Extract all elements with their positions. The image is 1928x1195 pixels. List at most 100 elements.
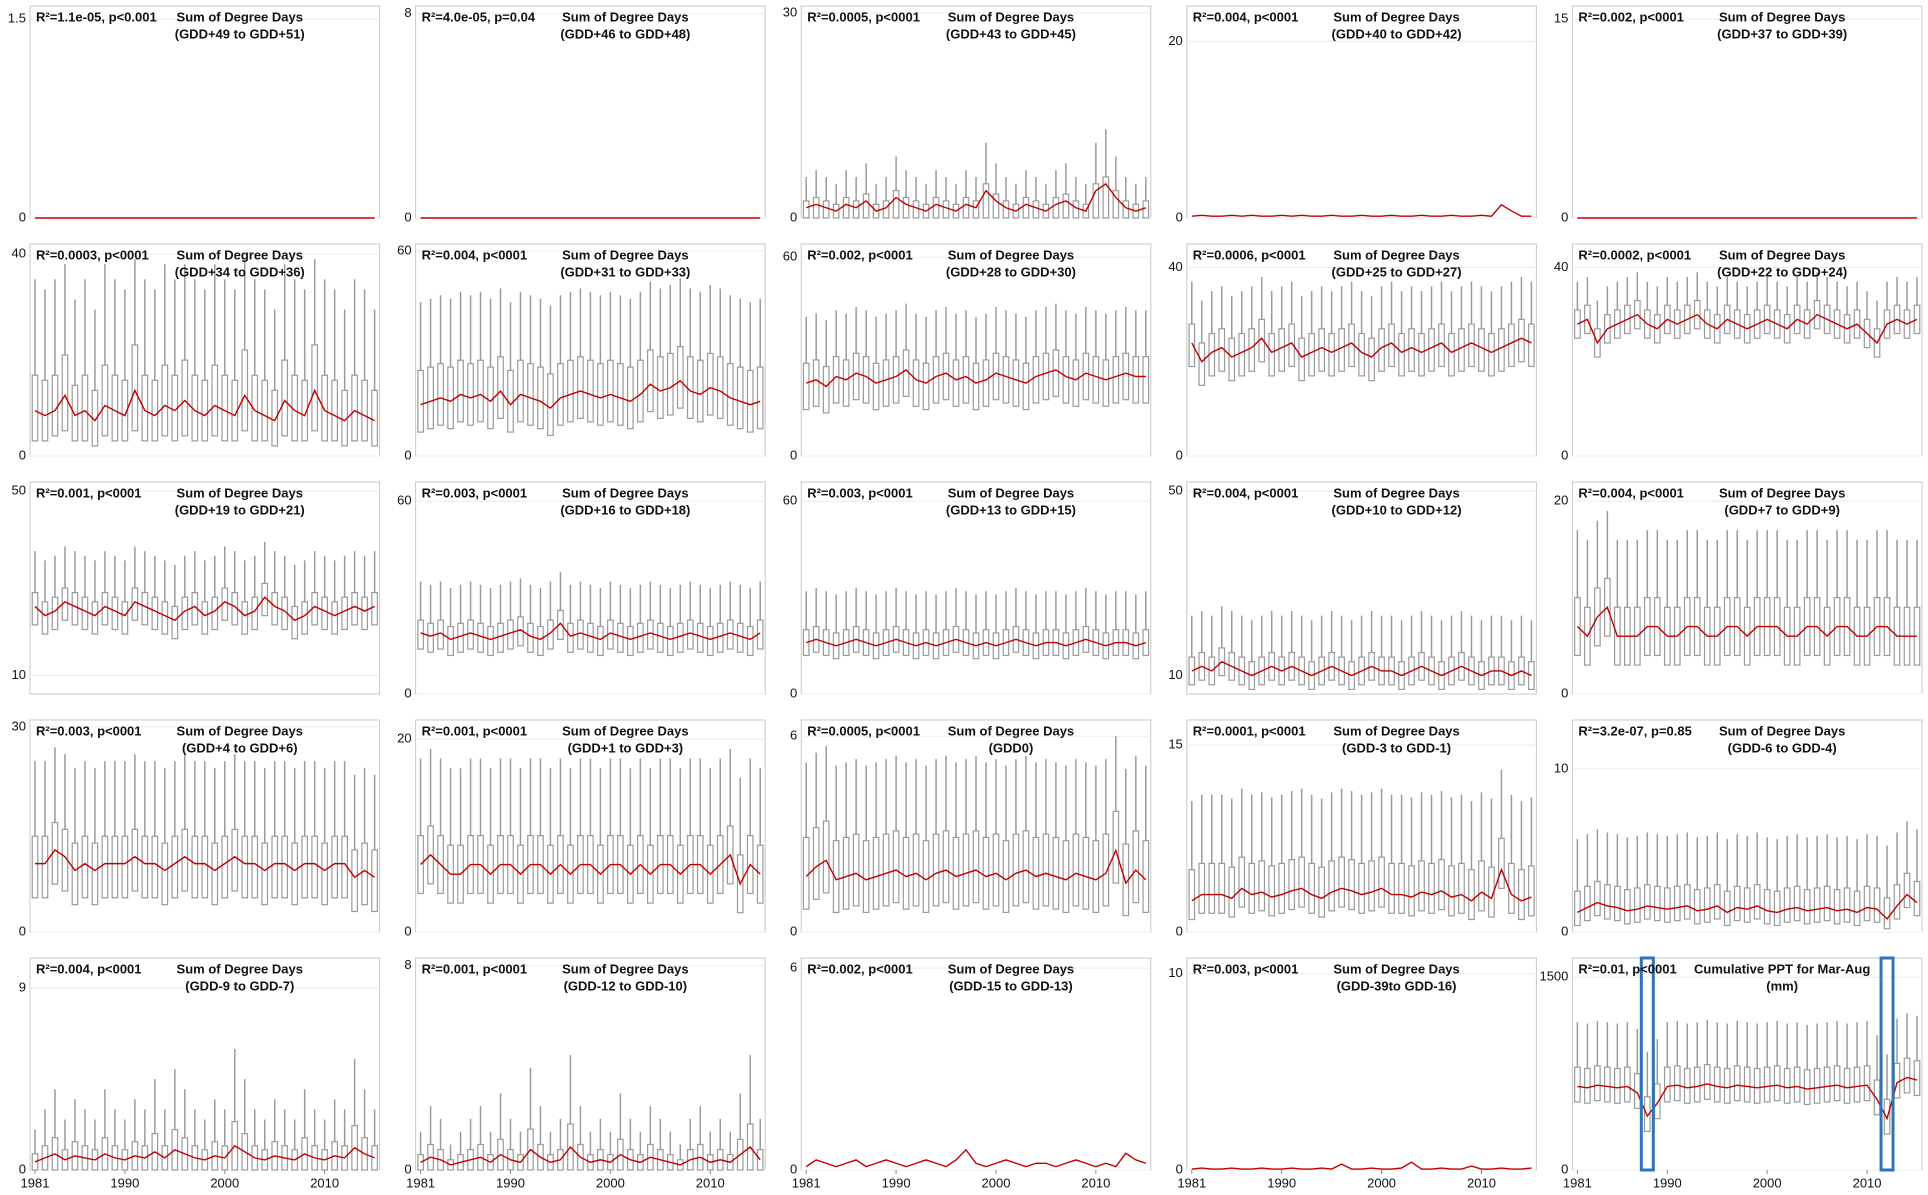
panel-subtitle: (mm) — [1766, 978, 1798, 993]
box — [171, 835, 179, 899]
panel-subtitle: (GDD-9 to GDD-7) — [185, 978, 294, 993]
box — [1913, 1060, 1921, 1097]
box — [1328, 860, 1335, 912]
box — [51, 374, 59, 437]
box — [822, 820, 830, 894]
panel-subtitle: (GDD+40 to GDD+42) — [1332, 26, 1462, 41]
panel-title: Sum of Degree Days — [1333, 723, 1459, 738]
y-tick-label: 0 — [19, 447, 26, 462]
panel-title: Sum of Degree Days — [177, 961, 303, 976]
y-tick-label: 0 — [404, 923, 411, 938]
box — [1693, 1066, 1701, 1103]
box — [61, 354, 69, 432]
y-tick-label: 60 — [397, 493, 411, 508]
x-tick-label: 2010 — [310, 1175, 339, 1190]
plot-area — [29, 5, 381, 219]
panel-title: Sum of Degree Days — [562, 485, 688, 500]
box — [91, 842, 99, 906]
box — [1713, 884, 1721, 920]
box — [597, 363, 604, 426]
panel-subtitle: (GDD+19 to GDD+21) — [175, 502, 305, 517]
panel-subtitle: (GDD+37 to GDD+39) — [1717, 26, 1847, 41]
box — [982, 359, 990, 407]
box — [497, 356, 504, 419]
box — [832, 356, 840, 404]
box — [101, 364, 109, 437]
box — [301, 601, 309, 635]
box — [942, 352, 950, 401]
box — [31, 835, 39, 899]
box — [1683, 884, 1691, 920]
box — [912, 833, 920, 907]
box — [1218, 862, 1226, 914]
box — [842, 196, 850, 219]
y-tick-label: 10 — [12, 667, 26, 682]
mean-line — [420, 379, 761, 410]
box — [1863, 885, 1871, 922]
box — [636, 359, 644, 423]
box — [1298, 856, 1306, 908]
stat-label: R²=0.0005, p<0001 — [807, 723, 920, 738]
box — [1142, 840, 1150, 914]
panel-title: Sum of Degree Days — [948, 723, 1074, 738]
y-tick-label: 0 — [404, 209, 411, 224]
box — [686, 356, 694, 419]
stat-label: R²=0.003, p<0001 — [422, 485, 528, 500]
box — [251, 374, 259, 442]
panel-title: Sum of Degree Days — [1333, 961, 1459, 976]
x-tick-label: 1990 — [110, 1175, 139, 1190]
stat-label: R²=0.0006, p<0001 — [1193, 247, 1306, 262]
stat-label: R²=0.004, p<0001 — [1193, 9, 1299, 24]
box — [1518, 869, 1525, 921]
box — [331, 379, 338, 442]
box — [1623, 1066, 1631, 1103]
y-tick-label: 30 — [783, 4, 797, 19]
mean-line — [420, 853, 761, 886]
box — [1468, 323, 1475, 368]
box — [1813, 1067, 1821, 1104]
box — [1584, 885, 1591, 922]
box — [1062, 356, 1070, 404]
box — [201, 835, 209, 899]
box — [321, 374, 329, 442]
box — [151, 596, 159, 631]
y-tick-label: 0 — [1176, 923, 1183, 938]
stat-label: R²=4.0e-05, p=0.04 — [422, 9, 536, 24]
box — [1604, 1066, 1611, 1103]
box — [1723, 890, 1731, 927]
box — [1032, 356, 1040, 404]
box — [1062, 840, 1070, 914]
box — [1142, 356, 1150, 404]
box — [852, 352, 860, 401]
box — [686, 619, 694, 650]
mean-line — [1191, 337, 1532, 363]
panel-title: Sum of Degree Days — [1719, 9, 1845, 24]
box — [211, 842, 219, 906]
box — [1853, 890, 1861, 927]
mean-line — [1577, 893, 1918, 921]
box — [331, 835, 338, 899]
box — [1803, 888, 1811, 925]
box — [1112, 356, 1120, 404]
y-tick-label: 8 — [404, 957, 411, 972]
box — [81, 374, 89, 442]
box — [1793, 885, 1801, 922]
y-tick-label: 1500 — [1539, 969, 1568, 984]
panel-title: Sum of Degree Days — [1333, 485, 1459, 500]
box — [1438, 859, 1445, 911]
box — [1268, 865, 1276, 917]
box — [706, 352, 714, 416]
box — [892, 830, 900, 904]
x-tick-label: 2010 — [1467, 1175, 1496, 1190]
y-tick-label: 0 — [19, 923, 26, 938]
box — [261, 379, 269, 442]
panel-title: Sum of Degree Days — [177, 247, 303, 262]
box — [1428, 862, 1435, 914]
y-tick-label: 8 — [404, 5, 411, 20]
box — [1793, 1066, 1801, 1103]
box — [161, 842, 169, 906]
box — [756, 366, 764, 430]
box — [1833, 1065, 1841, 1102]
box — [1348, 859, 1355, 911]
panel-subtitle: (GDD+25 to GDD+27) — [1332, 264, 1462, 279]
